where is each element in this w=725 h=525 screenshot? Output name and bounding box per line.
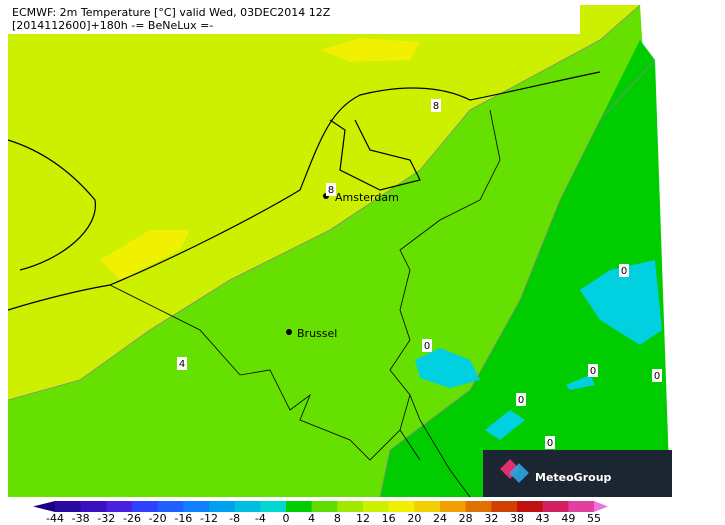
colorbar-tick-label: -20 bbox=[149, 512, 167, 525]
colorbar-segment bbox=[106, 501, 133, 512]
contour-label-box bbox=[422, 339, 432, 352]
city-marker bbox=[286, 329, 292, 335]
contour-label-box bbox=[516, 393, 526, 406]
contour-label: 0 bbox=[621, 266, 627, 277]
colorbar-segment bbox=[568, 501, 595, 512]
colorbar-tick-label: 38 bbox=[510, 512, 524, 525]
city-label: Brussel bbox=[297, 327, 337, 340]
colorbar-segment bbox=[414, 501, 441, 512]
logo-icon bbox=[500, 459, 529, 483]
colorbar-tick-label: -44 bbox=[46, 512, 64, 525]
contour-label-box bbox=[545, 436, 555, 449]
zone-below-0 bbox=[566, 375, 595, 390]
contour-label: 0 bbox=[590, 366, 596, 377]
contour-label-box bbox=[619, 264, 629, 277]
contour-label-box bbox=[652, 369, 662, 382]
colorbar-tick-label: 49 bbox=[561, 512, 575, 525]
contour-label-box bbox=[431, 99, 441, 112]
contour-label-box bbox=[326, 183, 336, 196]
colorbar-segment bbox=[465, 501, 492, 512]
colorbar-tick-label: -16 bbox=[174, 512, 192, 525]
zone-8-12 bbox=[8, 5, 640, 400]
colorbar-tick-label: -4 bbox=[255, 512, 266, 525]
isoline bbox=[7, 4, 641, 401]
colorbar-segment bbox=[132, 501, 159, 512]
colorbar-tick-label: 0 bbox=[283, 512, 290, 525]
colorbar-segment bbox=[286, 501, 313, 512]
colorbar-tick-label: -26 bbox=[123, 512, 141, 525]
colorbar-tick-label: 12 bbox=[356, 512, 370, 525]
colorbar-tick-label: 16 bbox=[382, 512, 396, 525]
colorbar-arrow bbox=[594, 501, 608, 512]
colorbar-tick-label: 20 bbox=[407, 512, 421, 525]
header-box bbox=[8, 4, 580, 34]
colorbar-segment bbox=[542, 501, 569, 512]
logo-text: MeteoGroup bbox=[535, 471, 612, 484]
colorbar-tick-label: 4 bbox=[308, 512, 315, 525]
colorbar-segment bbox=[311, 501, 338, 512]
contour-label: 0 bbox=[547, 438, 553, 449]
map: Amsterdam Brussel 8 8 4 0 0 0 0 0 0 bbox=[7, 4, 670, 498]
colorbar: -44 -38 -32 -26 -20 -16 -12 -8 -4 0 4 8 12 16 20 24 28 32… bbox=[33, 501, 608, 525]
contour-label-box bbox=[177, 357, 187, 370]
city-label: Amsterdam bbox=[335, 191, 399, 204]
colorbar-tick-label: -38 bbox=[72, 512, 90, 525]
colorbar-segment bbox=[491, 501, 518, 512]
colorbar-tick-label: 28 bbox=[459, 512, 473, 525]
colorbar-arrow bbox=[33, 501, 55, 512]
zone-below-0 bbox=[415, 348, 480, 388]
zone-below-0 bbox=[485, 410, 525, 440]
contour-label: 8 bbox=[433, 101, 439, 112]
colorbar-segment bbox=[183, 501, 210, 512]
colorbar-segment bbox=[260, 501, 287, 512]
colorbar-segment bbox=[80, 501, 107, 512]
colorbar-segment bbox=[337, 501, 364, 512]
border bbox=[109, 109, 501, 498]
colorbar-segment bbox=[440, 501, 467, 512]
colorbar-tick-label: 55 bbox=[587, 512, 601, 525]
colorbar-tick-label: -8 bbox=[229, 512, 240, 525]
isoline bbox=[379, 59, 656, 498]
zone-below-0 bbox=[580, 260, 662, 345]
colorbar-tick-label: 8 bbox=[334, 512, 341, 525]
colorbar-tick-label: -32 bbox=[97, 512, 115, 525]
contour-label-box bbox=[588, 364, 598, 377]
colorbar-segment bbox=[55, 501, 82, 512]
contour-label: 0 bbox=[424, 341, 430, 352]
colorbar-segment bbox=[517, 501, 544, 512]
coastline bbox=[7, 71, 601, 311]
header-line: [2014112600]+180h -= BeNeLux =- bbox=[12, 19, 213, 32]
zone-12 bbox=[100, 230, 190, 280]
header-line: ECMWF: 2m Temperature [°C] valid Wed, 03… bbox=[12, 6, 331, 19]
colorbar-segment bbox=[363, 501, 390, 512]
colorbar-tick-label: -12 bbox=[200, 512, 218, 525]
colorbar-segment bbox=[234, 501, 261, 512]
zone-12 bbox=[320, 38, 420, 62]
colorbar-tick-label: 43 bbox=[536, 512, 550, 525]
colorbar-tick-label: 24 bbox=[433, 512, 447, 525]
contour-label: 4 bbox=[179, 359, 185, 370]
colorbar-segment bbox=[388, 501, 415, 512]
contour-label: 0 bbox=[654, 371, 660, 382]
contour-label: 0 bbox=[518, 395, 524, 406]
colorbar-tick-label: 32 bbox=[484, 512, 498, 525]
contour-label: 8 bbox=[328, 185, 334, 196]
colorbar-segment bbox=[157, 501, 184, 512]
zone-0-4 bbox=[380, 40, 670, 497]
colorbar-segment bbox=[209, 501, 236, 512]
